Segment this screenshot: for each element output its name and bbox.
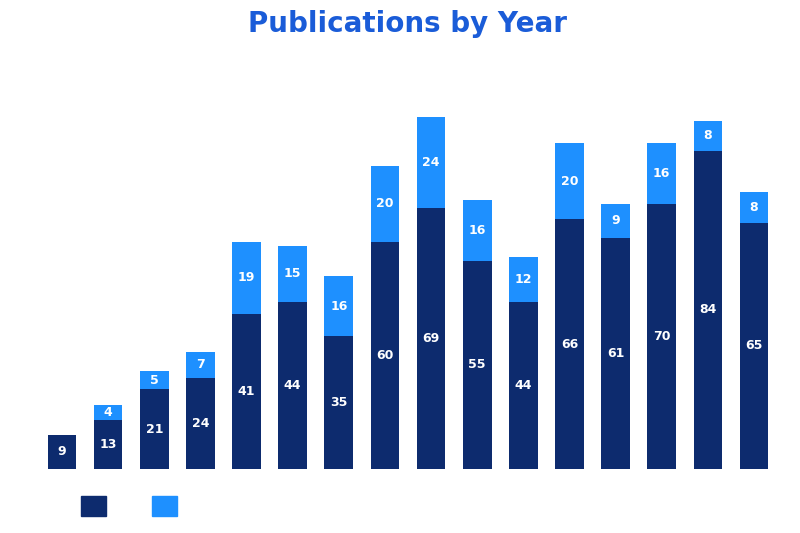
Text: 24: 24 (422, 156, 440, 168)
Bar (186, 352, 214, 378)
Bar (509, 257, 538, 302)
Bar (694, 151, 722, 469)
Text: 19: 19 (238, 271, 255, 284)
Text: 8: 8 (703, 129, 712, 142)
Bar (555, 219, 584, 469)
Text: 41: 41 (238, 385, 255, 398)
Bar (417, 208, 446, 469)
Text: 61: 61 (607, 347, 624, 360)
Bar (325, 276, 353, 336)
Bar (694, 120, 722, 151)
Text: 66: 66 (561, 337, 578, 351)
Text: 15: 15 (284, 268, 302, 280)
Text: 55: 55 (469, 358, 486, 372)
Text: 5: 5 (150, 374, 158, 386)
Text: 35: 35 (330, 396, 347, 409)
Bar (463, 261, 491, 469)
Legend: , : , (77, 492, 192, 520)
Text: 20: 20 (561, 175, 578, 188)
Bar (94, 405, 122, 420)
Bar (602, 238, 630, 469)
Text: 24: 24 (192, 417, 209, 430)
Text: 7: 7 (196, 358, 205, 372)
Text: 8: 8 (750, 201, 758, 214)
Bar (647, 204, 676, 469)
Text: 16: 16 (469, 224, 486, 237)
Bar (140, 370, 169, 390)
Text: 9: 9 (611, 214, 620, 228)
Bar (325, 336, 353, 469)
Bar (370, 242, 399, 469)
Bar (463, 200, 491, 261)
Bar (232, 314, 261, 469)
Text: 12: 12 (514, 273, 532, 286)
Bar (232, 242, 261, 314)
Text: 13: 13 (99, 438, 117, 451)
Text: 16: 16 (330, 300, 347, 313)
Text: 21: 21 (146, 423, 163, 436)
Bar (370, 166, 399, 242)
Text: 65: 65 (746, 340, 762, 352)
Bar (647, 143, 676, 204)
Bar (278, 246, 307, 302)
Bar (186, 378, 214, 469)
Bar (740, 223, 768, 469)
Text: 44: 44 (514, 379, 532, 392)
Bar (48, 435, 76, 469)
Text: 44: 44 (284, 379, 302, 392)
Bar (94, 420, 122, 469)
Bar (278, 302, 307, 469)
Text: 4: 4 (104, 406, 113, 419)
Text: 9: 9 (58, 446, 66, 458)
Bar (417, 117, 446, 208)
Text: 16: 16 (653, 167, 670, 180)
Text: 69: 69 (422, 332, 440, 345)
Text: 60: 60 (376, 349, 394, 362)
Bar (140, 390, 169, 469)
Text: 70: 70 (653, 330, 670, 343)
Bar (555, 143, 584, 219)
Text: 84: 84 (699, 303, 717, 317)
Bar (602, 204, 630, 238)
Text: 20: 20 (376, 197, 394, 211)
Bar (740, 192, 768, 223)
Bar (509, 302, 538, 469)
Title: Publications by Year: Publications by Year (249, 11, 567, 38)
